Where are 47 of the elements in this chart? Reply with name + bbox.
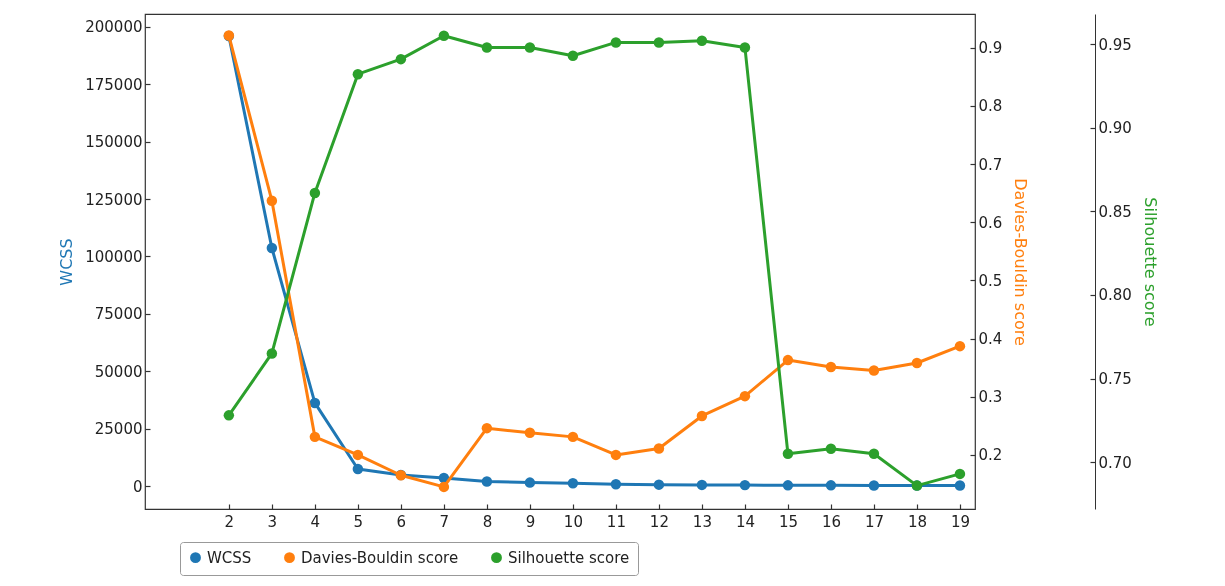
y-tick-label: 200000 [85,18,143,37]
y-tick-label: 75000 [94,305,143,324]
legend-label: Davies-Bouldin score [301,548,459,567]
y3-tick-label: 0.90 [1098,119,1132,138]
y2-tick-label: 0.9 [978,39,1003,58]
y3-axis-title: Silhouette score [1140,197,1160,327]
y-tick-label: 175000 [85,75,143,94]
x-tick-label: 7 [439,512,450,531]
x-tick-label: 6 [396,512,407,531]
x-tick-label: 3 [267,512,278,531]
x-tick-label: 18 [907,512,927,531]
x-tick-label: 5 [353,512,364,531]
legend-label: Silhouette score [508,548,630,567]
x-tick-label: 16 [821,512,841,531]
y-tick-label: 150000 [85,133,143,152]
x-tick-label: 11 [606,512,626,531]
y2-tick-label: 0.3 [978,388,1003,407]
y3-tick-label: 0.80 [1098,286,1132,305]
y-tick-label: 125000 [85,190,143,209]
x-tick-label: 2 [224,512,235,531]
y3-tick-label: 0.75 [1098,370,1132,389]
y2-tick-label: 0.2 [978,446,1003,465]
y-tick-label: 50000 [94,362,143,381]
y2-tick-label: 0.4 [978,330,1003,349]
x-tick-label: 9 [525,512,536,531]
x-tick-label: 8 [482,512,493,531]
y2-tick-label: 0.7 [978,155,1003,174]
x-tick-label: 19 [950,512,970,531]
x-tick-label: 15 [778,512,798,531]
x-tick-label: 14 [735,512,755,531]
y3-tick-label: 0.70 [1098,453,1132,472]
y-tick-label: 0 [132,477,143,496]
y3-tick-label: 0.85 [1098,202,1132,221]
x-tick-label: 13 [692,512,712,531]
y2-tick-label: 0.8 [978,97,1003,116]
x-tick-label: 10 [563,512,583,531]
x-tick-label: 17 [864,512,884,531]
y-axis-title: WCSS [57,238,77,286]
x-tick-label: 12 [649,512,669,531]
y2-axis-title: Davies-Bouldin score [1011,178,1031,346]
y2-tick-label: 0.6 [978,213,1003,232]
y-tick-label: 25000 [94,420,143,439]
x-tick-label: 4 [310,512,321,531]
legend-label: WCSS [207,548,252,567]
y2-tick-label: 0.5 [978,271,1003,290]
y-tick-label: 100000 [85,247,143,266]
y3-tick-label: 0.95 [1098,35,1132,54]
